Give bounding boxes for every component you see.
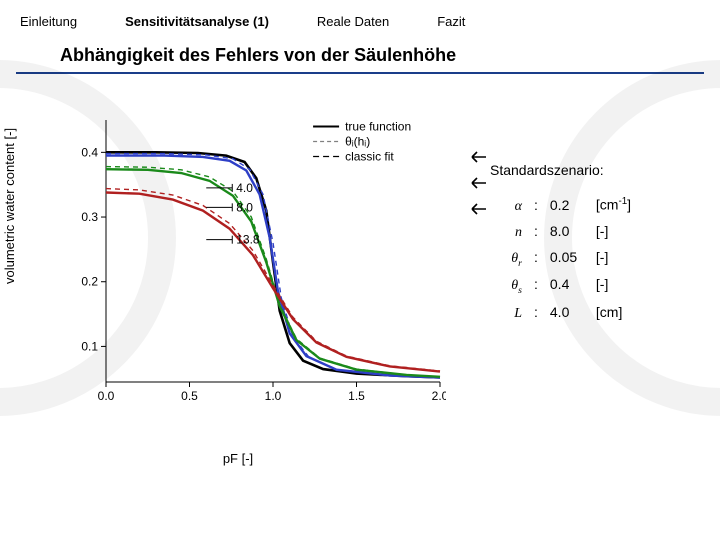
param-symbol: L (490, 300, 528, 326)
svg-text:classic fit: classic fit (345, 149, 394, 163)
param-symbol: α (490, 192, 528, 219)
param-value: 0.2 (544, 192, 590, 219)
svg-text:0.0: 0.0 (98, 389, 115, 403)
table-row: θr : 0.05 [-] (490, 245, 637, 273)
chart-container: volumetric water content [-] 0.00.51.01.… (8, 104, 468, 464)
arrow-icon (468, 174, 488, 192)
arrow-column (468, 104, 490, 226)
tab-einleitung[interactable]: Einleitung (20, 14, 77, 29)
param-unit: [cm-1] (590, 192, 637, 219)
svg-text:true function: true function (345, 119, 411, 133)
parameters-table: α : 0.2 [cm-1] n : 8.0 [-] θr : 0.05 [-]… (490, 192, 637, 326)
svg-text:0.2: 0.2 (81, 275, 98, 289)
chart-plot: 0.0 0.5 1.0 1.5 2.0 0.1 0.2 0.3 0.4 4.0 8.0 13.8 tru… (66, 114, 446, 414)
table-row: n : 8.0 [-] (490, 219, 637, 245)
tab-reale-daten[interactable]: Reale Daten (317, 14, 389, 29)
page-title: Abhängigkeit des Fehlers von der Säulenh… (0, 35, 720, 72)
svg-text:1.5: 1.5 (348, 389, 365, 403)
svg-text:θᵢ(hᵢ): θᵢ(hᵢ) (345, 134, 370, 148)
table-row: θs : 0.4 [-] (490, 272, 637, 300)
param-symbol: θs (490, 272, 528, 300)
scenario-title: Standardszenario: (490, 162, 637, 178)
parameters-panel: Standardszenario: α : 0.2 [cm-1] n : 8.0… (490, 104, 637, 326)
title-rule (16, 72, 704, 74)
svg-text:0.4: 0.4 (81, 145, 98, 159)
param-value: 0.05 (544, 245, 590, 273)
tab-nav: Einleitung Sensitivitätsanalyse (1) Real… (0, 0, 720, 35)
tab-sensitivitaet[interactable]: Sensitivitätsanalyse (1) (125, 14, 269, 29)
arrow-icon (468, 148, 488, 166)
param-value: 4.0 (544, 300, 590, 326)
svg-text:0.1: 0.1 (81, 339, 98, 353)
table-row: α : 0.2 [cm-1] (490, 192, 637, 219)
param-unit: [-] (590, 272, 637, 300)
param-symbol: θr (490, 245, 528, 273)
svg-text:13.8: 13.8 (236, 233, 260, 247)
svg-text:1.0: 1.0 (265, 389, 282, 403)
param-unit: [cm] (590, 300, 637, 326)
param-unit: [-] (590, 245, 637, 273)
param-unit: [-] (590, 219, 637, 245)
tab-fazit[interactable]: Fazit (437, 14, 465, 29)
param-value: 0.4 (544, 272, 590, 300)
chart-xlabel: pF [-] (8, 451, 468, 466)
table-row: L : 4.0 [cm] (490, 300, 637, 326)
chart-ylabel: volumetric water content [-] (2, 128, 17, 284)
param-value: 8.0 (544, 219, 590, 245)
svg-text:8.0: 8.0 (236, 200, 253, 214)
svg-text:0.3: 0.3 (81, 210, 98, 224)
svg-text:2.0: 2.0 (432, 389, 446, 403)
svg-text:4.0: 4.0 (236, 181, 253, 195)
arrow-icon (468, 200, 488, 218)
svg-text:0.5: 0.5 (181, 389, 198, 403)
param-symbol: n (490, 219, 528, 245)
